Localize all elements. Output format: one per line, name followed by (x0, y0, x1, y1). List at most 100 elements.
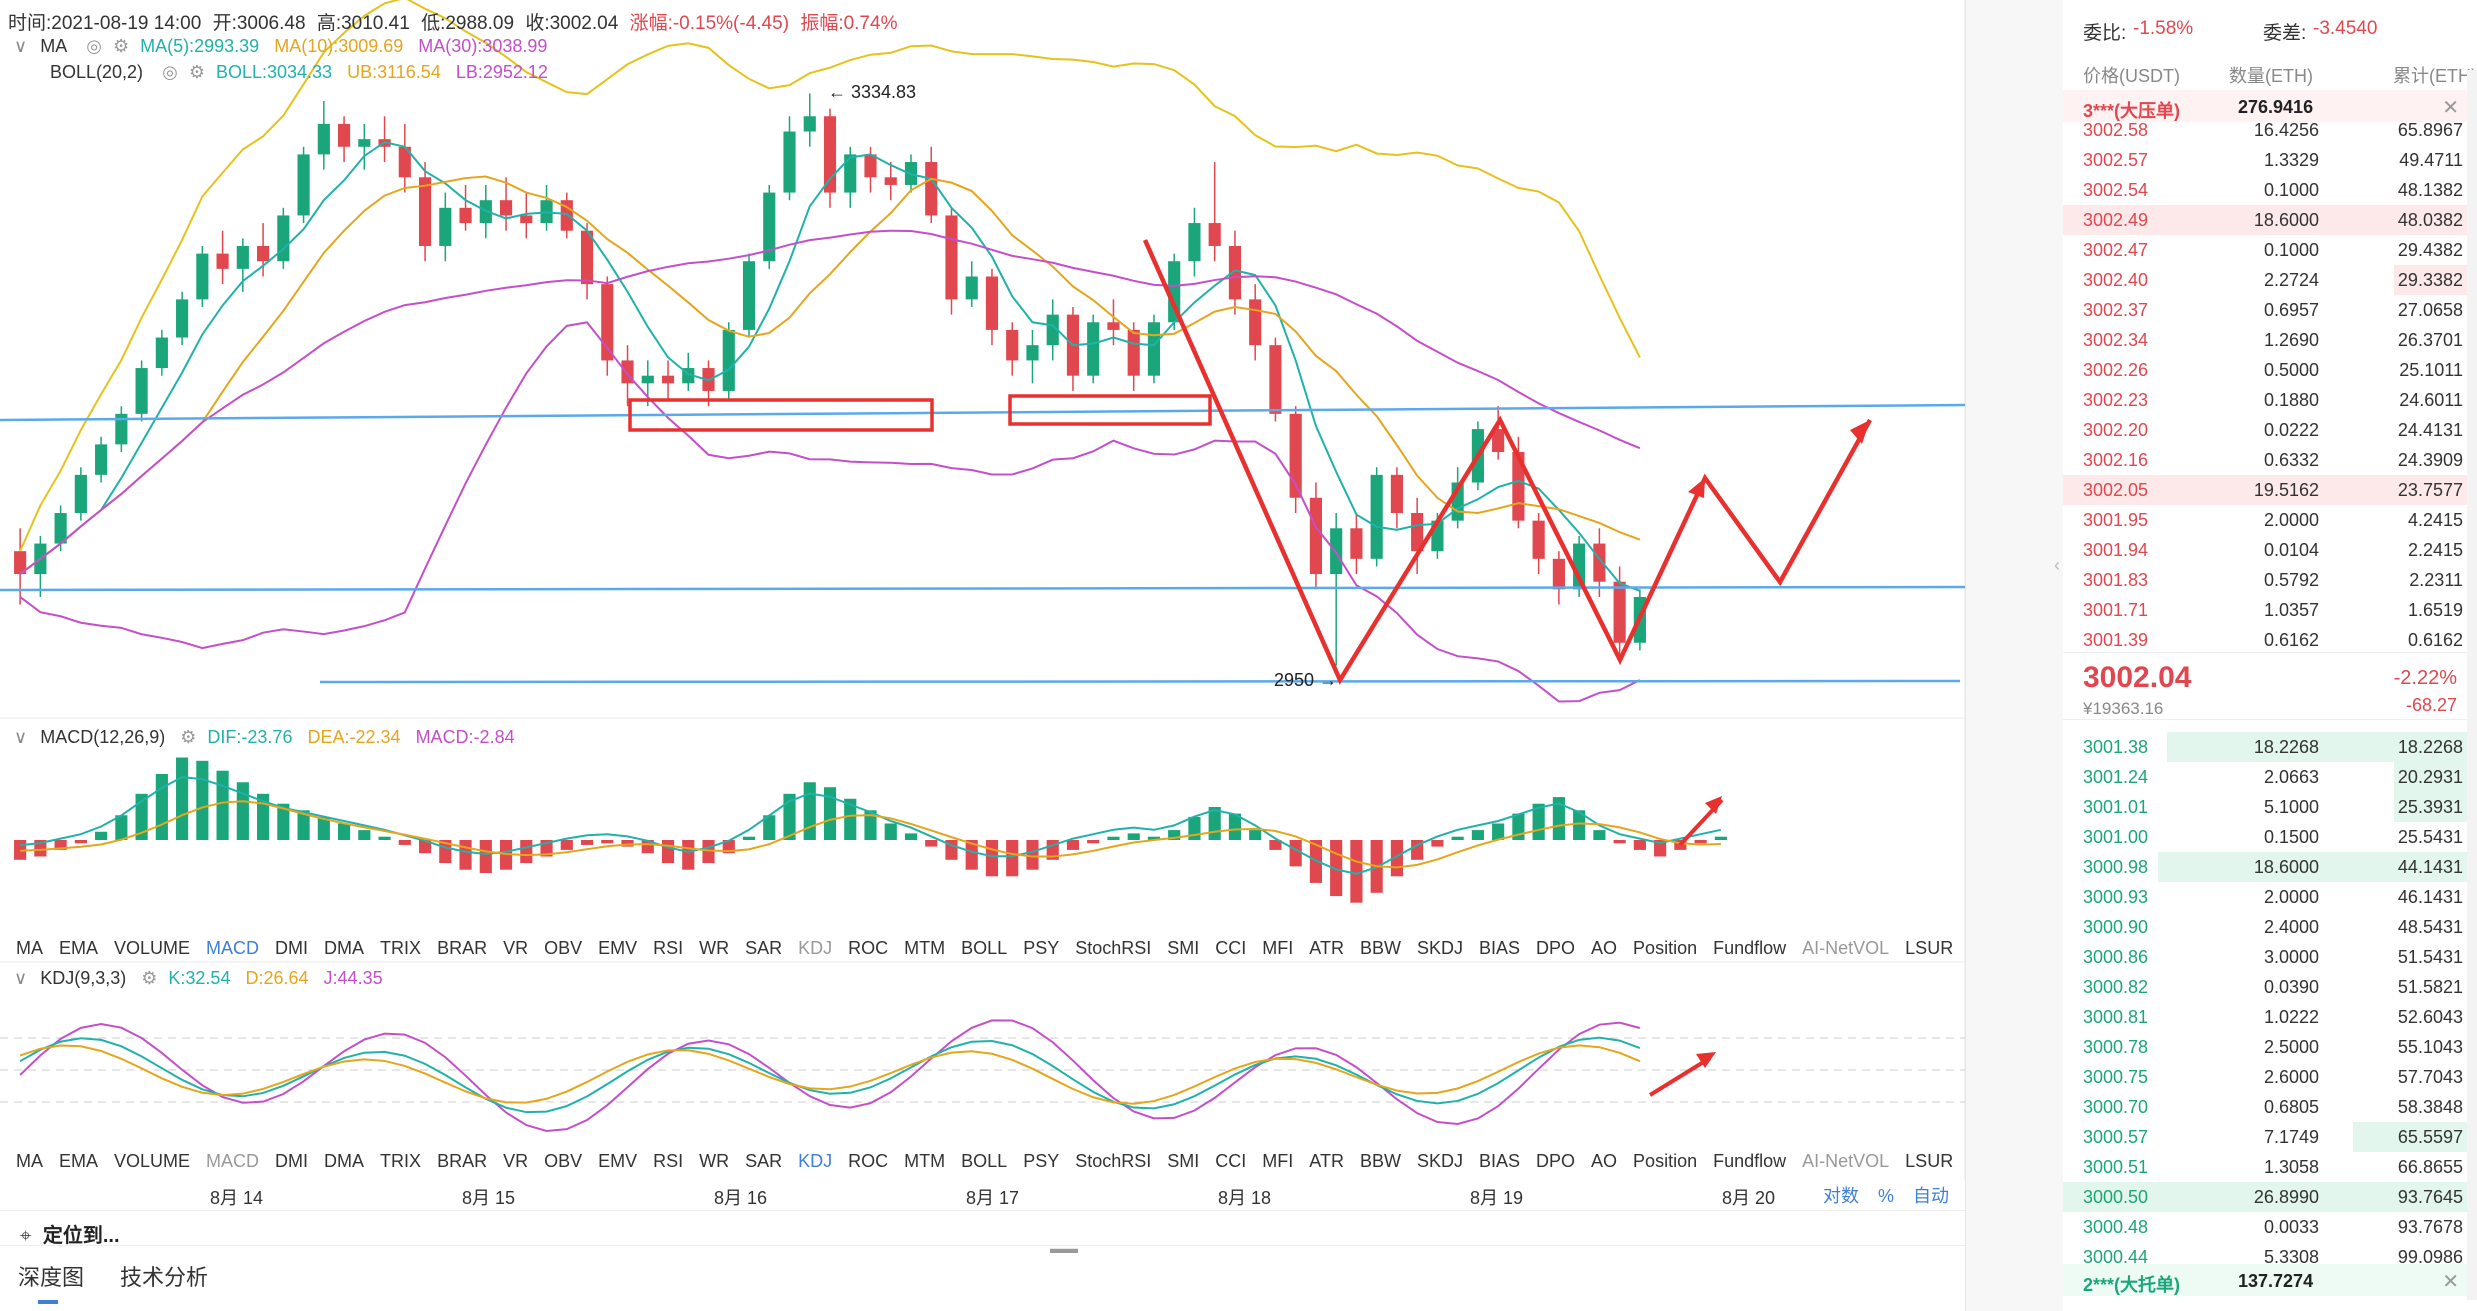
ask-row[interactable]: 3002.20 0.0222 24.4131 (2063, 415, 2477, 445)
indicator-tab-cci[interactable]: CCI (1215, 938, 1247, 958)
indicator-tab-position[interactable]: Position (1633, 938, 1698, 958)
expand-arrow-icon[interactable]: ‹ (2054, 555, 2060, 575)
indicator-tab-bbw[interactable]: BBW (1359, 938, 1401, 958)
indicator-tab-wr[interactable]: WR (699, 1151, 730, 1171)
indicator-tab-emv[interactable]: EMV (598, 938, 638, 958)
ask-row[interactable]: 3001.94 0.0104 2.2415 (2063, 535, 2477, 565)
indicator-tab-ao[interactable]: AO (1591, 1151, 1618, 1171)
indicator-tab-mfi[interactable]: MFI (1262, 938, 1294, 958)
ask-row[interactable]: 3002.16 0.6332 24.3909 (2063, 445, 2477, 475)
ask-row[interactable]: 3001.95 2.0000 4.2415 (2063, 505, 2477, 535)
settings-icon[interactable]: ⚙ (180, 727, 197, 747)
indicator-tab-ai-netvol[interactable]: AI-NetVOL (1802, 1151, 1890, 1171)
indicator-tab-mtm[interactable]: MTM (904, 938, 946, 958)
indicator-tab-bias[interactable]: BIAS (1478, 938, 1521, 958)
kline-chart[interactable]: 3343.763291.793240.633190.263140.683091.… (0, 0, 1965, 1180)
indicator-tab-boll[interactable]: BOLL (961, 1151, 1008, 1171)
indicator-tab-vr[interactable]: VR (503, 1151, 529, 1171)
collapse-chevron-icon[interactable]: ∨ (14, 36, 28, 56)
ask-row[interactable]: 3001.83 0.5792 2.2311 (2063, 565, 2477, 595)
indicator-tab-wr[interactable]: WR (699, 938, 730, 958)
bid-row[interactable]: 3000.93 2.0000 46.1431 (2063, 882, 2477, 912)
bid-row[interactable]: 3000.70 0.6805 58.3848 (2063, 1092, 2477, 1122)
ask-row[interactable]: 3001.71 1.0357 1.6519 (2063, 595, 2477, 625)
indicator-tab-ma[interactable]: MA (16, 938, 43, 958)
indicator-tab-dma[interactable]: DMA (324, 1151, 365, 1171)
indicator-tab-dpo[interactable]: DPO (1536, 938, 1576, 958)
ask-row[interactable]: 3002.49 18.6000 48.0382 (2063, 205, 2477, 235)
bid-row[interactable]: 3001.00 0.1500 25.5431 (2063, 822, 2477, 852)
indicator-tab-ma[interactable]: MA (16, 1151, 43, 1171)
indicator-tab-dpo[interactable]: DPO (1536, 1151, 1576, 1171)
bid-row[interactable]: 3000.48 0.0033 93.7678 (2063, 1212, 2477, 1242)
ask-row[interactable]: 3002.23 0.1880 24.6011 (2063, 385, 2477, 415)
collapse-chevron-icon[interactable]: ∨ (14, 968, 28, 988)
indicator-tab-bbw[interactable]: BBW (1359, 1151, 1401, 1171)
indicator-tab-fundflow[interactable]: Fundflow (1713, 1151, 1787, 1171)
bid-row[interactable]: 3000.90 2.4000 48.5431 (2063, 912, 2477, 942)
ask-row[interactable]: 3002.37 0.6957 27.0658 (2063, 295, 2477, 325)
indicator-tab-ema[interactable]: EMA (59, 1151, 99, 1171)
indicator-tab-mfi[interactable]: MFI (1262, 1151, 1294, 1171)
bid-row[interactable]: 3000.78 2.5000 55.1043 (2063, 1032, 2477, 1062)
indicator-tab-sar[interactable]: SAR (745, 1151, 783, 1171)
indicator-tab-boll[interactable]: BOLL (961, 938, 1008, 958)
indicator-tab-cci[interactable]: CCI (1215, 1151, 1247, 1171)
close-icon[interactable]: ✕ (2442, 97, 2459, 119)
indicator-tab-atr[interactable]: ATR (1309, 1151, 1344, 1171)
collapse-chevron-icon[interactable]: ∨ (14, 727, 28, 747)
splitter[interactable]: ‹ (1965, 0, 2063, 1311)
indicator-tab-dmi[interactable]: DMI (275, 1151, 309, 1171)
bid-row[interactable]: 3001.24 2.0663 20.2931 (2063, 762, 2477, 792)
bid-row[interactable]: 3000.50 26.8990 93.7645 (2063, 1182, 2477, 1212)
ask-row[interactable]: 3002.47 0.1000 29.4382 (2063, 235, 2477, 265)
auto-scale-button[interactable]: 自动 (1913, 1186, 1949, 1206)
indicator-tab-stochrsi[interactable]: StochRSI (1075, 1151, 1152, 1171)
indicator-tab-bias[interactable]: BIAS (1478, 1151, 1521, 1171)
bid-row[interactable]: 3000.75 2.6000 57.7043 (2063, 1062, 2477, 1092)
bid-row[interactable]: 3000.82 0.0390 51.5821 (2063, 972, 2477, 1002)
indicator-tab-skdj[interactable]: SKDJ (1416, 938, 1463, 958)
indicator-tab-macd[interactable]: MACD (206, 1151, 260, 1171)
indicator-tab-kdj[interactable]: KDJ (798, 1151, 833, 1171)
indicator-tab-lsur[interactable]: LSUR (1905, 938, 1954, 958)
indicator-tab-position[interactable]: Position (1633, 1151, 1698, 1171)
settings-icon[interactable]: ⚙ (141, 968, 158, 988)
ask-row[interactable]: 3002.58 16.4256 65.8967 (2063, 115, 2477, 145)
drag-handle-icon[interactable]: ▬▬ (1050, 1240, 1078, 1256)
indicator-tab-roc[interactable]: ROC (848, 938, 889, 958)
bid-row[interactable]: 3000.57 7.1749 65.5597 (2063, 1122, 2477, 1152)
indicator-tab-lsur[interactable]: LSUR (1905, 1151, 1954, 1171)
tab-analysis[interactable]: 技术分析 (120, 1265, 209, 1290)
indicator-tab-volume[interactable]: VOLUME (114, 1151, 191, 1171)
indicator-tab-volume[interactable]: VOLUME (114, 938, 191, 958)
indicator-tab-ao[interactable]: AO (1591, 938, 1618, 958)
ask-row[interactable]: 3002.40 2.2724 29.3382 (2063, 265, 2477, 295)
indicator-tab-kdj[interactable]: KDJ (798, 938, 833, 958)
indicator-tab-dmi[interactable]: DMI (275, 938, 309, 958)
locate-bar[interactable]: ⌖ 定位到... (0, 1210, 1965, 1247)
indicator-tab-smi[interactable]: SMI (1167, 1151, 1200, 1171)
settings-icon[interactable]: ⚙ (188, 62, 205, 82)
indicator-tab-macd[interactable]: MACD (206, 938, 260, 958)
close-icon[interactable]: ✕ (2442, 1271, 2459, 1293)
bid-row[interactable]: 3000.98 18.6000 44.1431 (2063, 852, 2477, 882)
indicator-tab-psy[interactable]: PSY (1023, 938, 1060, 958)
indicator-tab-brar[interactable]: BRAR (437, 1151, 488, 1171)
indicator-tab-emv[interactable]: EMV (598, 1151, 638, 1171)
indicator-tab-fundflow[interactable]: Fundflow (1713, 938, 1787, 958)
log-scale-button[interactable]: 对数 (1822, 1186, 1859, 1206)
ask-row[interactable]: 3002.54 0.1000 48.1382 (2063, 175, 2477, 205)
bid-row[interactable]: 3000.86 3.0000 51.5431 (2063, 942, 2477, 972)
indicator-tab-skdj[interactable]: SKDJ (1416, 1151, 1463, 1171)
indicator-tab-sar[interactable]: SAR (745, 938, 783, 958)
indicator-tab-smi[interactable]: SMI (1167, 938, 1200, 958)
percent-scale-button[interactable]: % (1877, 1186, 1894, 1206)
indicator-tab-obv[interactable]: OBV (544, 938, 583, 958)
ask-row[interactable]: 3002.26 0.5000 25.1011 (2063, 355, 2477, 385)
bid-row[interactable]: 3000.51 1.3058 66.8655 (2063, 1152, 2477, 1182)
tab-depth[interactable]: 深度图 (18, 1265, 85, 1290)
settings-icon[interactable]: ⚙ (112, 36, 130, 56)
indicator-tab-dma[interactable]: DMA (324, 938, 365, 958)
ask-row[interactable]: 3001.39 0.6162 0.6162 (2063, 625, 2477, 655)
